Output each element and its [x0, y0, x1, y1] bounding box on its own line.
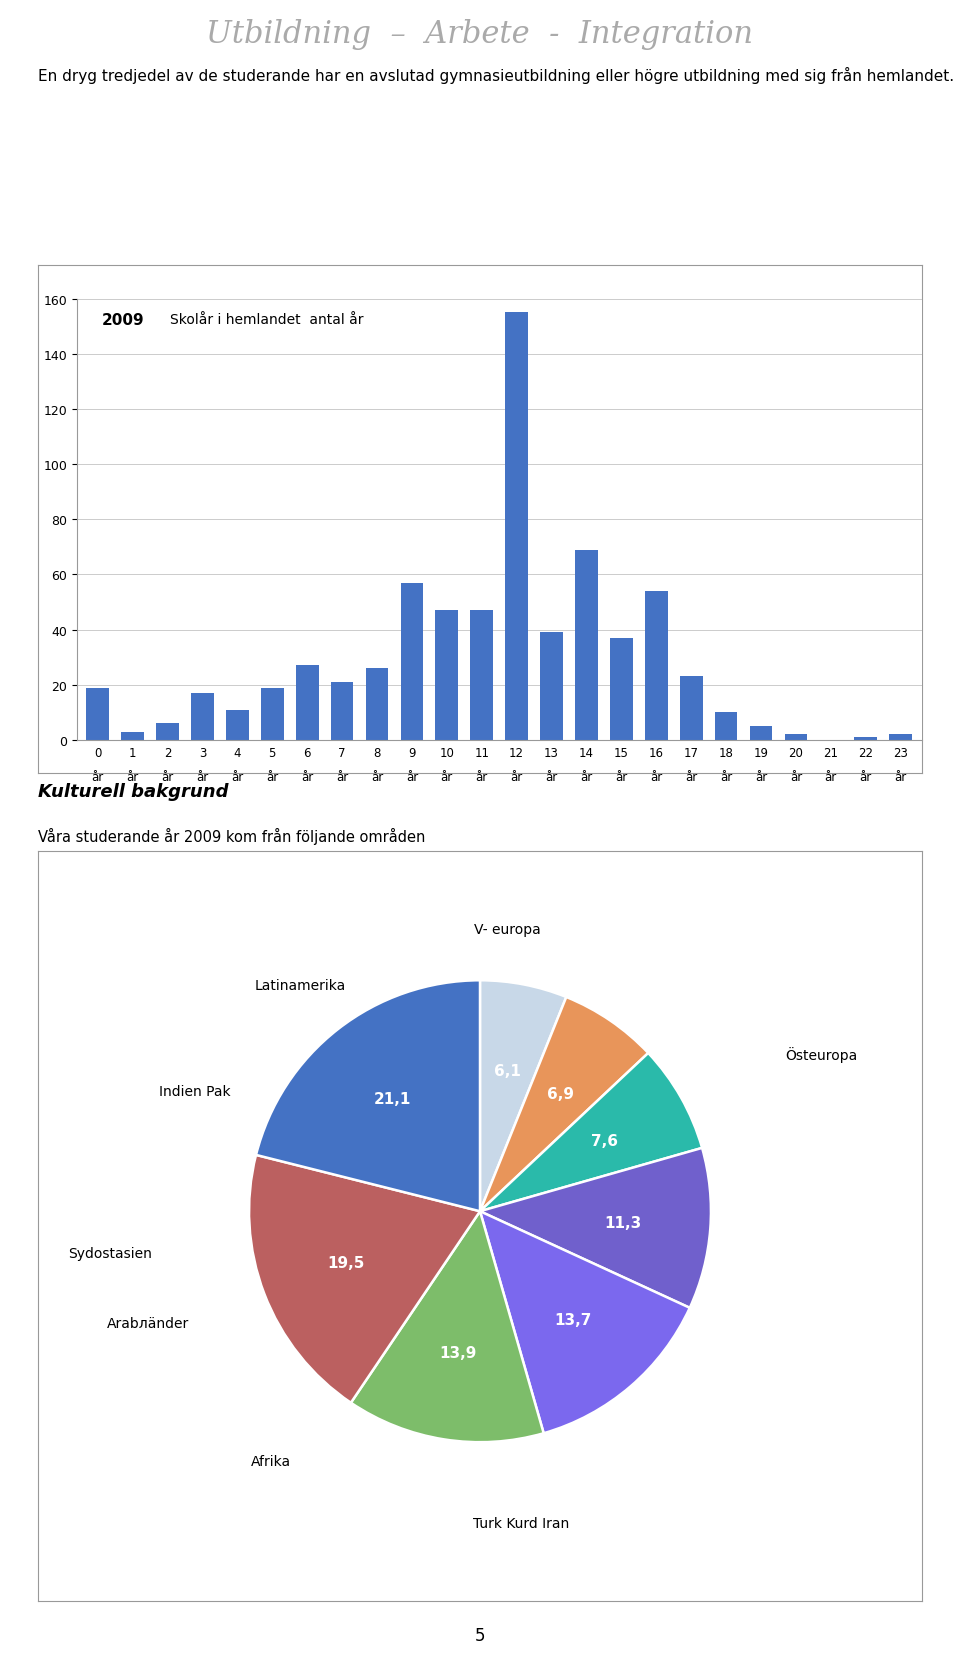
- Text: år: år: [301, 770, 313, 784]
- Text: Latinamerika: Latinamerika: [254, 978, 346, 992]
- Text: Indien Pak: Indien Pak: [159, 1085, 230, 1098]
- Text: år: år: [336, 770, 348, 784]
- Wedge shape: [249, 1155, 480, 1403]
- Text: 19,5: 19,5: [327, 1255, 365, 1270]
- Text: 6,1: 6,1: [493, 1063, 520, 1078]
- Wedge shape: [351, 1211, 543, 1443]
- Text: En dryg tredjedel av de studerande har en avslutad gymnasieutbildning eller högr: En dryg tredjedel av de studerande har e…: [38, 67, 960, 83]
- Bar: [750, 727, 773, 740]
- Wedge shape: [480, 980, 566, 1211]
- Text: år: år: [161, 770, 174, 784]
- Text: Skolår i hemlandet  antal år: Skolår i hemlandet antal år: [170, 313, 363, 326]
- Bar: [889, 735, 912, 740]
- Bar: [261, 689, 283, 740]
- Text: Afrika: Afrika: [251, 1454, 291, 1468]
- Bar: [505, 313, 528, 740]
- Bar: [331, 682, 353, 740]
- Text: år: år: [371, 770, 383, 784]
- Text: Kulturell bakgrund: Kulturell bakgrund: [38, 782, 228, 800]
- Bar: [610, 639, 633, 740]
- Text: Våra studerande år 2009 kom från följande områden: Våra studerande år 2009 kom från följand…: [38, 827, 426, 845]
- Bar: [121, 732, 144, 740]
- Bar: [296, 666, 319, 740]
- Bar: [191, 694, 214, 740]
- Text: år: år: [895, 770, 907, 784]
- Text: år: år: [650, 770, 662, 784]
- Text: Sydostasien: Sydostasien: [68, 1246, 152, 1260]
- Text: år: år: [441, 770, 453, 784]
- Bar: [436, 611, 458, 740]
- Text: år: år: [475, 770, 488, 784]
- Wedge shape: [480, 1148, 711, 1308]
- Text: år: år: [790, 770, 802, 784]
- Bar: [470, 611, 493, 740]
- Bar: [400, 584, 423, 740]
- Bar: [854, 737, 877, 740]
- Text: år: år: [859, 770, 872, 784]
- Text: 2009: 2009: [102, 313, 145, 328]
- Bar: [366, 669, 389, 740]
- Text: 7,6: 7,6: [591, 1133, 618, 1148]
- Text: år: år: [231, 770, 244, 784]
- Wedge shape: [480, 1053, 702, 1211]
- Text: Turk Kurd Iran: Turk Kurd Iran: [473, 1516, 569, 1531]
- Text: år: år: [266, 770, 278, 784]
- Text: år: år: [615, 770, 628, 784]
- Wedge shape: [256, 980, 480, 1211]
- Text: Östeuropa: Östeuropa: [785, 1047, 857, 1063]
- Text: år: år: [406, 770, 418, 784]
- Text: Arabлänder: Arabлänder: [107, 1316, 189, 1330]
- Text: V- europa: V- europa: [474, 924, 541, 937]
- Bar: [784, 735, 807, 740]
- Text: år: år: [91, 770, 104, 784]
- Text: 11,3: 11,3: [604, 1215, 641, 1230]
- Text: år: år: [511, 770, 523, 784]
- Text: år: år: [197, 770, 208, 784]
- Text: 13,9: 13,9: [439, 1346, 476, 1361]
- Wedge shape: [480, 1211, 690, 1433]
- Text: 13,7: 13,7: [555, 1313, 592, 1328]
- Text: år: år: [581, 770, 592, 784]
- Text: 6,9: 6,9: [547, 1087, 574, 1102]
- Text: år: år: [127, 770, 139, 784]
- Bar: [680, 677, 703, 740]
- Text: år: år: [720, 770, 732, 784]
- Text: 5: 5: [475, 1626, 485, 1644]
- Text: år: år: [755, 770, 767, 784]
- Bar: [156, 724, 179, 740]
- Text: år: år: [685, 770, 697, 784]
- Bar: [86, 689, 109, 740]
- Text: Utbildning  –  Arbete  -  Integration: Utbildning – Arbete - Integration: [206, 18, 754, 50]
- Bar: [645, 592, 667, 740]
- Bar: [226, 711, 249, 740]
- Text: 21,1: 21,1: [373, 1092, 411, 1107]
- Text: år: år: [825, 770, 837, 784]
- Bar: [575, 551, 598, 740]
- Bar: [540, 632, 563, 740]
- Text: år: år: [545, 770, 558, 784]
- Wedge shape: [480, 997, 648, 1211]
- Bar: [715, 712, 737, 740]
